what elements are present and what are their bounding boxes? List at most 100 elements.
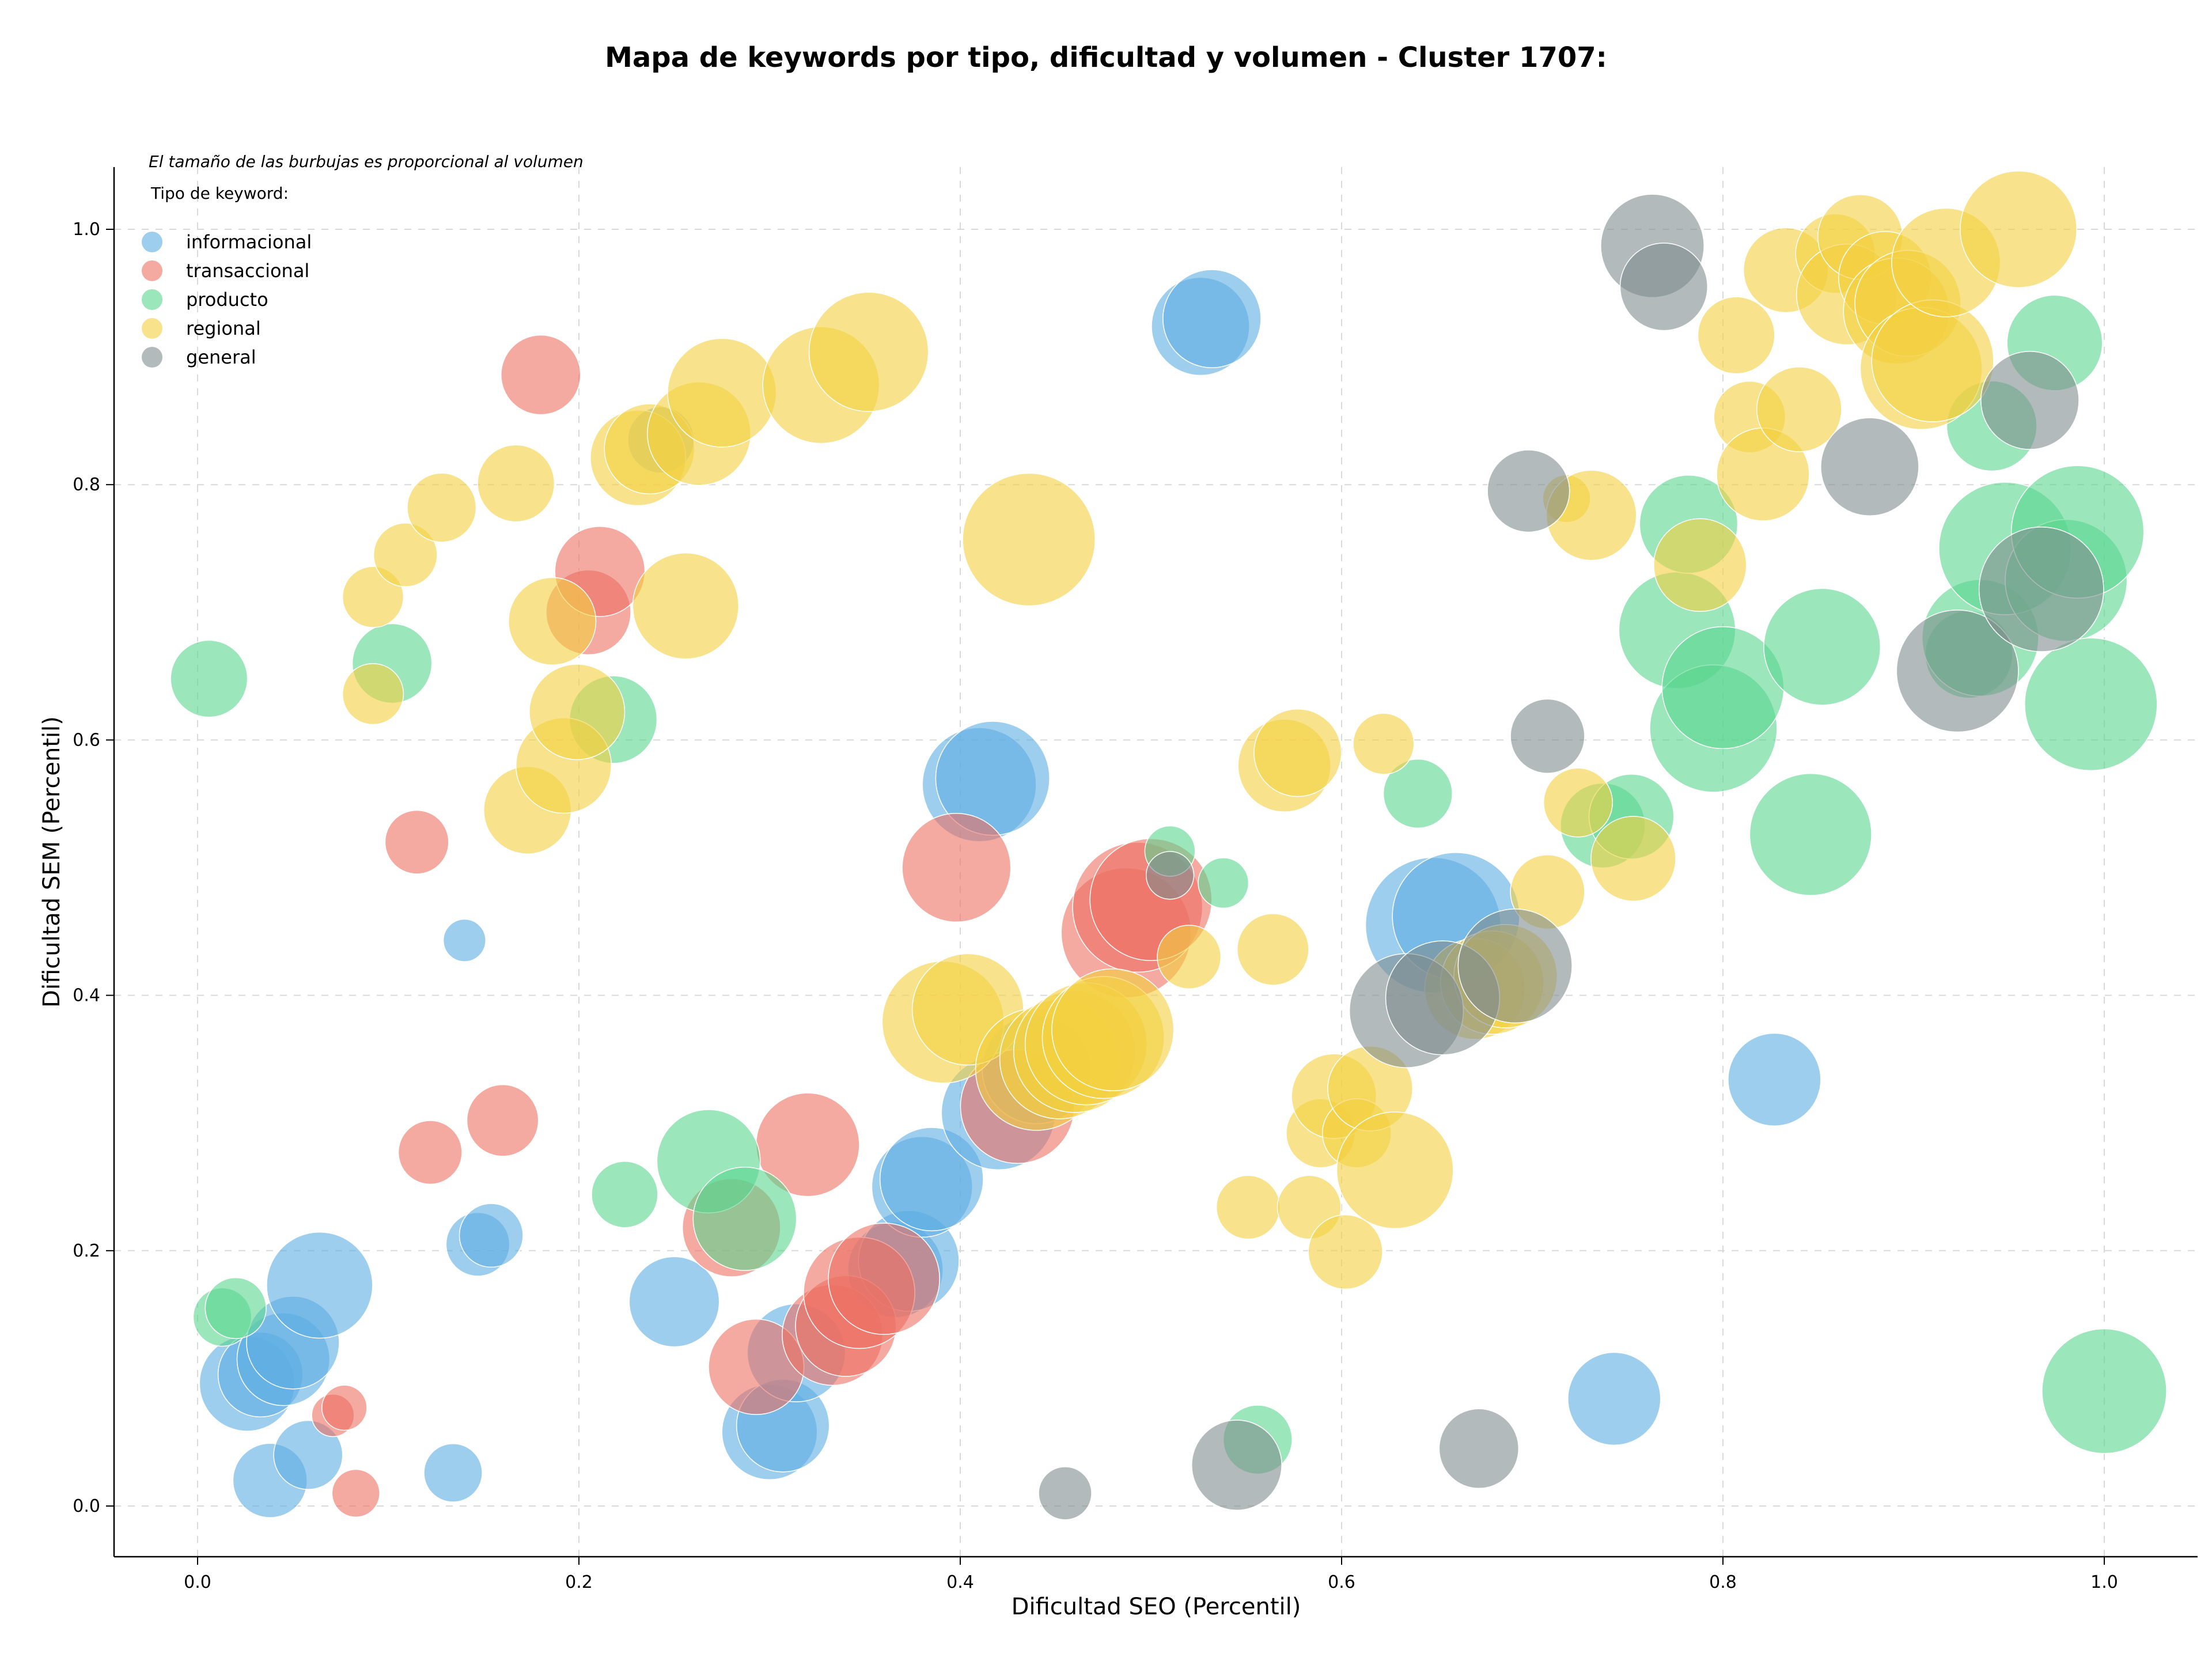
bubble-point — [808, 292, 929, 412]
x-tick-label: 1.0 — [2090, 1572, 2118, 1592]
bubble-point — [828, 1223, 940, 1335]
bubble-point — [692, 1166, 797, 1271]
bubble-point — [1567, 1352, 1661, 1446]
bubble-point — [632, 552, 740, 660]
bubble-point — [1438, 1408, 1520, 1489]
bubble-point — [1728, 1032, 1821, 1127]
bubble-point — [1038, 1466, 1092, 1520]
bubble-point — [423, 1443, 483, 1503]
bubble-point — [1382, 758, 1453, 829]
y-axis-ticks: 0.0 0.2 0.4 0.6 0.8 1.0 — [73, 220, 114, 1516]
bubble-point — [628, 1256, 720, 1348]
y-tick-label: 1.0 — [73, 220, 100, 240]
bubble-point — [2041, 1328, 2167, 1454]
bubble-point — [2024, 637, 2158, 771]
bubble-point — [1308, 1214, 1383, 1290]
legend-label-regional: regional — [186, 317, 261, 339]
legend-label-transaccional: transaccional — [186, 260, 309, 282]
bubble-point — [477, 444, 555, 523]
bubble-point — [384, 809, 449, 875]
bubble-point — [501, 334, 581, 415]
bubble-point — [266, 1231, 373, 1339]
bubble-point — [1978, 527, 2104, 652]
y-tick-label: 0.2 — [73, 1241, 100, 1261]
bubble-point — [1051, 968, 1175, 1091]
legend: informacional transaccional producto region… — [142, 231, 312, 368]
bubble-point — [442, 918, 486, 962]
bubble-point — [1820, 417, 1919, 517]
bubble-point — [1457, 908, 1573, 1024]
bubble-point — [902, 812, 1012, 923]
bubble-point — [1487, 449, 1570, 533]
bubble-point — [170, 640, 248, 718]
legend-label-informacional: informacional — [186, 231, 312, 253]
bubble-point — [1336, 1111, 1454, 1229]
x-tick-label: 0.6 — [1328, 1572, 1355, 1592]
bubble-point — [373, 523, 438, 588]
x-tick-label: 0.0 — [184, 1572, 211, 1592]
x-axis-ticks: 0.0 0.2 0.4 0.6 0.8 1.0 — [184, 1557, 2118, 1592]
bubble-point — [1871, 299, 1994, 422]
bubble-point — [459, 1203, 524, 1268]
bubble-point — [1215, 1175, 1281, 1240]
legend-label-producto: producto — [186, 289, 268, 311]
legend-title: Tipo de keyword: — [150, 184, 289, 203]
bubble-point — [1763, 588, 1881, 706]
bubble-point — [331, 1469, 380, 1518]
bubble-size-note: El tamaño de las burbujas es proporciona… — [149, 152, 584, 171]
bubble-point — [1543, 767, 1613, 838]
bubble-point — [1162, 269, 1262, 368]
bubble-point — [591, 1161, 658, 1228]
x-tick-label: 0.4 — [946, 1572, 974, 1592]
x-axis-label: Dificultad SEO (Percentil) — [1012, 1594, 1301, 1620]
bubble-point — [1353, 713, 1415, 775]
bubble-point — [1236, 913, 1309, 986]
y-tick-label: 0.0 — [73, 1496, 100, 1516]
bubble-point — [1510, 698, 1585, 774]
bubble-point — [1980, 351, 2080, 450]
bubbles-layer — [170, 171, 2167, 1520]
bubble-point — [962, 472, 1096, 607]
bubble-point — [879, 1127, 984, 1232]
legend-marker-producto — [142, 289, 162, 310]
bubble-point — [466, 1084, 539, 1157]
y-tick-label: 0.8 — [73, 475, 100, 495]
bubble-point — [1749, 773, 1872, 896]
bubble-point — [273, 1420, 343, 1490]
legend-marker-transaccional — [142, 260, 162, 281]
bubble-point — [1157, 925, 1222, 990]
y-tick-label: 0.4 — [73, 986, 100, 1006]
series-regional — [342, 171, 2078, 1290]
bubble-point — [1145, 851, 1195, 900]
bubble-point — [667, 338, 777, 448]
legend-marker-regional — [142, 318, 162, 339]
x-tick-label: 0.2 — [565, 1572, 593, 1592]
y-tick-label: 0.6 — [73, 730, 100, 750]
series-general — [1038, 194, 2104, 1520]
bubble-point — [407, 472, 477, 543]
bubble-point — [1191, 1420, 1282, 1511]
bubble-point — [342, 663, 404, 725]
legend-label-general: general — [186, 346, 256, 368]
x-tick-label: 0.8 — [1709, 1572, 1737, 1592]
bubble-point — [1653, 518, 1747, 612]
bubble-point — [1896, 610, 2019, 733]
bubble-point — [1619, 243, 1709, 331]
y-axis-label: Dificultad SEM (Percentil) — [39, 716, 65, 1008]
bubble-point — [1198, 857, 1249, 909]
bubble-point — [321, 1384, 368, 1431]
bubble-point — [1756, 366, 1842, 452]
chart-title: Mapa de keywords por tipo, dificultad y … — [605, 41, 1607, 74]
bubble-point — [1253, 708, 1342, 797]
bubble-point — [1590, 816, 1676, 902]
bubble-point — [529, 664, 626, 760]
bubble-point — [204, 1277, 267, 1340]
bubble-point — [508, 577, 597, 665]
legend-marker-general — [142, 347, 162, 368]
bubble-point — [397, 1120, 463, 1185]
bubble-point — [1960, 171, 2078, 288]
bubble-point — [1697, 296, 1775, 374]
legend-marker-informacional — [142, 232, 162, 252]
